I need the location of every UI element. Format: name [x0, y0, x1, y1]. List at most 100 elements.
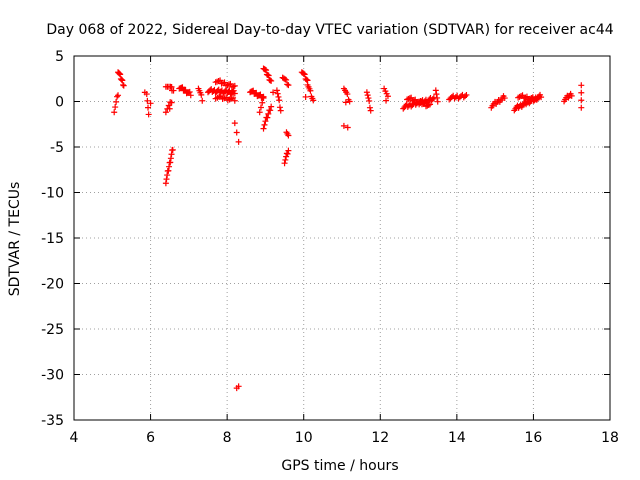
data-point	[231, 97, 238, 104]
data-point	[117, 71, 124, 78]
data-point	[227, 80, 234, 87]
data-point	[145, 104, 152, 111]
data-point	[412, 96, 419, 103]
data-point	[231, 120, 238, 127]
data-point	[162, 109, 169, 116]
data-point	[346, 98, 353, 105]
data-point	[165, 167, 172, 174]
data-point	[166, 163, 173, 170]
data-point	[198, 91, 205, 98]
data-point	[221, 79, 228, 86]
y-tick-label: -30	[41, 368, 64, 384]
data-point	[275, 93, 282, 100]
data-point	[281, 76, 288, 83]
data-point	[112, 104, 119, 111]
data-point	[164, 172, 171, 179]
data-point	[307, 87, 314, 94]
data-point	[113, 98, 120, 105]
data-point	[303, 76, 310, 83]
data-point	[256, 109, 263, 116]
data-point	[166, 105, 173, 112]
data-point	[363, 89, 370, 96]
y-tick-label: -35	[41, 413, 64, 429]
data-point	[417, 98, 424, 105]
data-point	[276, 104, 283, 111]
x-tick-label: 16	[525, 430, 543, 446]
y-tick-label: -25	[41, 322, 64, 338]
data-point	[231, 82, 238, 89]
data-point	[285, 132, 292, 139]
data-point	[120, 82, 127, 89]
data-point	[145, 111, 152, 118]
data-point	[423, 103, 430, 110]
data-point	[265, 110, 272, 117]
data-point	[186, 88, 193, 95]
data-point	[262, 118, 269, 125]
data-point	[265, 72, 272, 79]
data-point	[578, 104, 585, 111]
data-point	[118, 76, 125, 83]
data-point	[340, 122, 347, 129]
x-tick-label: 8	[223, 430, 232, 446]
data-point	[578, 82, 585, 89]
y-axis-label: SDTVAR / TECUs	[7, 182, 23, 297]
data-point	[170, 87, 177, 94]
data-point	[167, 159, 174, 166]
data-point	[162, 180, 169, 187]
data-point	[344, 124, 351, 131]
data-point	[429, 96, 436, 103]
data-point	[169, 146, 176, 153]
data-point	[538, 94, 545, 101]
data-point	[168, 151, 175, 158]
data-points	[111, 65, 585, 392]
data-point	[462, 93, 469, 100]
data-point	[578, 97, 585, 104]
data-point	[404, 96, 411, 103]
data-point	[257, 104, 264, 111]
data-point	[416, 98, 423, 105]
data-point	[119, 77, 126, 84]
data-point	[364, 92, 371, 99]
data-point	[410, 97, 417, 104]
data-point	[434, 94, 441, 101]
data-point	[384, 93, 391, 100]
data-point	[263, 67, 270, 74]
data-point	[187, 92, 194, 99]
data-point	[199, 97, 206, 104]
data-point	[405, 95, 412, 102]
data-point	[534, 95, 541, 102]
data-point	[141, 89, 148, 96]
data-point	[406, 95, 413, 102]
data-point	[167, 155, 174, 162]
data-point	[285, 82, 292, 89]
data-point	[366, 97, 373, 104]
data-point	[420, 100, 427, 107]
data-point	[418, 101, 425, 108]
data-point	[168, 99, 175, 106]
data-point	[120, 81, 127, 88]
data-point	[425, 102, 432, 109]
x-tick-label: 10	[295, 430, 313, 446]
data-point	[144, 97, 151, 104]
x-tick-label: 12	[371, 430, 389, 446]
data-point	[413, 99, 420, 106]
data-point	[274, 90, 281, 97]
axis-ticks	[73, 55, 611, 421]
y-tick-label: 5	[55, 49, 64, 65]
x-tick-label: 6	[146, 430, 155, 446]
data-point	[260, 95, 267, 102]
data-point	[568, 92, 575, 99]
data-point	[285, 147, 292, 154]
data-point	[217, 77, 224, 84]
data-point	[408, 94, 415, 101]
data-point	[578, 89, 585, 96]
x-axis-label: GPS time / hours	[281, 458, 398, 474]
x-tick-labels: 4 6 8 10 12 14 16 18	[70, 430, 619, 446]
grid-lines	[74, 56, 610, 420]
data-point	[409, 97, 416, 104]
data-point	[231, 90, 238, 97]
data-point	[433, 91, 440, 98]
data-point	[383, 97, 390, 104]
